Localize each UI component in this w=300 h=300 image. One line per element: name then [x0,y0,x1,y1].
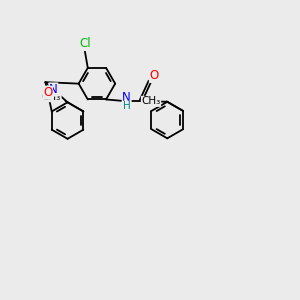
Text: N: N [49,83,58,96]
Text: Cl: Cl [79,38,91,50]
Text: CH₃: CH₃ [141,96,160,106]
Text: CH₃: CH₃ [42,92,61,102]
Text: O: O [149,69,159,82]
Text: N: N [122,91,131,104]
Text: H: H [123,101,130,111]
Text: O: O [43,86,52,99]
